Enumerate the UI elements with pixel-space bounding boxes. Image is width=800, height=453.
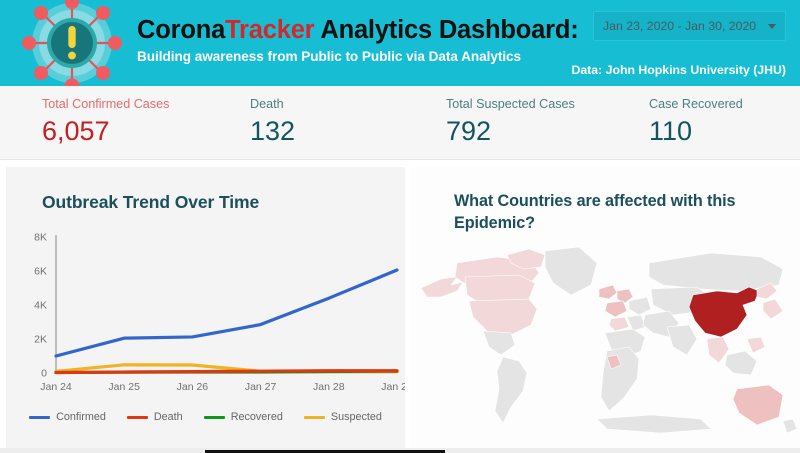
header-title-block: CoronaTracker Analytics Dashboard: Build… [137, 16, 579, 64]
date-range-value: Jan 23, 2020 - Jan 30, 2020 [603, 19, 757, 33]
country-italy[interactable] [626, 314, 646, 332]
stat-value: 6,057 [42, 115, 110, 146]
svg-text:4K: 4K [34, 300, 47, 312]
country-japan[interactable] [762, 298, 784, 320]
svg-text:Jan 27: Jan 27 [245, 381, 277, 393]
region-antarctic-edge[interactable] [596, 414, 712, 434]
chevron-down-icon [768, 23, 776, 29]
legend-label: Death [153, 411, 183, 423]
svg-text:8K: 8K [34, 232, 47, 244]
dashboard-header: CoronaTracker Analytics Dashboard: Build… [0, 0, 800, 93]
legend-label: Suspected [330, 411, 382, 423]
legend-swatch [29, 415, 51, 419]
stat-label: Death [250, 97, 284, 111]
svg-text:Jan 24: Jan 24 [40, 381, 72, 393]
country-russia[interactable] [648, 252, 784, 292]
svg-text:Jan 28: Jan 28 [313, 381, 345, 393]
country-france[interactable] [604, 300, 628, 318]
country-new-zealand[interactable] [782, 418, 798, 434]
stat-total-suspected-cases: Total Suspected Cases 792 [446, 97, 575, 148]
country-greenland[interactable] [544, 246, 598, 296]
stat-value: 132 [250, 115, 296, 146]
legend-item-recovered[interactable]: Recovered [203, 411, 283, 423]
country-alaska[interactable] [420, 276, 464, 298]
legend-swatch [303, 415, 325, 419]
legend-label: Confirmed [56, 411, 106, 423]
country-central-europe[interactable] [628, 296, 652, 316]
country-australia[interactable] [732, 384, 784, 426]
svg-text:Jan 26: Jan 26 [177, 381, 209, 393]
page-subtitle: Building awareness from Public to Public… [137, 48, 522, 64]
stat-death: Death 132 [250, 97, 295, 148]
stats-bar: Total Confirmed Cases 6,057 Death 132 To… [0, 86, 800, 160]
affected-countries-panel: What Countries are affected with this Ep… [411, 167, 800, 448]
map-panel-title: What Countries are affected with this Ep… [454, 192, 736, 232]
svg-text:Jan 25: Jan 25 [108, 381, 140, 393]
country-germany[interactable] [616, 288, 634, 304]
stat-label: Total Confirmed Cases [42, 97, 170, 111]
stat-total-confirmed-cases: Total Confirmed Cases 6,057 [42, 97, 169, 148]
country-korea-japan-north[interactable] [756, 282, 778, 300]
outbreak-trend-panel: Outbreak Trend Over Time 0 2K 4K 6K 8K Jan 24… [6, 167, 405, 448]
title-part-one: Corona [137, 16, 226, 44]
stat-label: Total Suspected Cases [446, 97, 575, 111]
virus-alert-icon [14, 0, 130, 93]
country-west-africa[interactable] [606, 354, 622, 370]
country-mexico[interactable] [482, 330, 516, 356]
legend-swatch [126, 415, 148, 419]
svg-text:Jan 29: Jan 29 [381, 381, 405, 393]
legend-swatch [203, 415, 225, 419]
stat-value: 110 [649, 115, 693, 146]
country-southeast-asia[interactable] [706, 336, 730, 364]
title-part-two: Analytics Dashboard: [314, 16, 579, 44]
line-chart[interactable]: 0 2K 4K 6K 8K Jan 24 Jan 25 Jan 26 Jan 27 Jan 28 J… [6, 225, 405, 395]
bottom-dark-edge [205, 450, 445, 453]
date-range-picker[interactable]: Jan 23, 2020 - Jan 30, 2020 [593, 11, 786, 41]
country-usa[interactable] [468, 298, 538, 338]
legend-item-death[interactable]: Death [126, 411, 183, 423]
country-indonesia[interactable] [724, 350, 758, 376]
title-accent: Tracker [225, 16, 315, 44]
country-india[interactable] [666, 324, 698, 356]
country-south-america[interactable] [494, 356, 528, 424]
legend-label: Recovered [230, 411, 283, 423]
country-philippines[interactable] [746, 336, 766, 354]
page-title: CoronaTracker Analytics Dashboard: [137, 16, 579, 44]
country-canada-arctic[interactable] [506, 248, 546, 270]
svg-text:0: 0 [41, 368, 47, 380]
legend-item-confirmed[interactable]: Confirmed [29, 411, 106, 423]
country-china[interactable] [688, 286, 760, 338]
country-spain[interactable] [608, 316, 630, 332]
world-choropleth-map[interactable] [411, 233, 800, 448]
country-africa[interactable] [600, 346, 640, 412]
data-source-label: Data: John Hopkins University (JHU) [571, 63, 786, 77]
svg-text:2K: 2K [34, 334, 47, 346]
svg-text:6K: 6K [34, 266, 47, 278]
country-uk[interactable] [598, 284, 618, 300]
stat-case-recovered: Case Recovered 110 [649, 97, 743, 148]
chart-panel-title: Outbreak Trend Over Time [42, 192, 260, 212]
chart-legend: Confirmed Death Recovered Suspected [6, 411, 405, 423]
stat-label: Case Recovered [649, 97, 743, 111]
legend-item-suspected[interactable]: Suspected [303, 411, 382, 423]
stat-value: 792 [446, 115, 492, 146]
